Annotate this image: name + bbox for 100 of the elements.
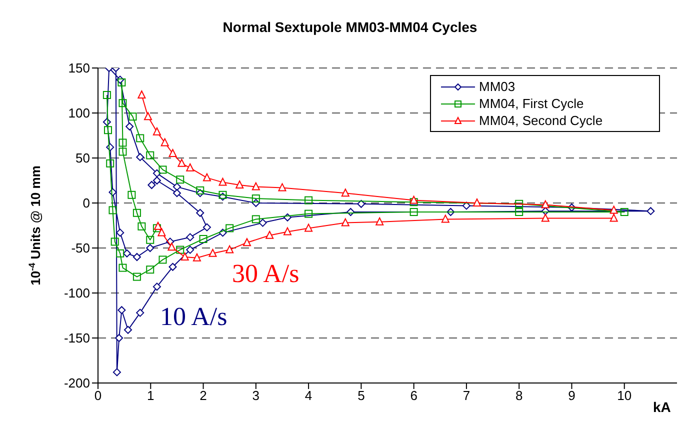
point [278, 183, 286, 192]
point [136, 153, 144, 162]
point [148, 181, 156, 189]
point [199, 235, 208, 243]
point [118, 306, 126, 314]
point [341, 188, 350, 197]
point [620, 208, 628, 216]
point [168, 242, 176, 251]
legend-label: MM04, First Cycle [479, 95, 584, 112]
text: kA [653, 399, 671, 415]
point [180, 252, 189, 260]
point [178, 158, 186, 167]
point [146, 236, 154, 244]
y-tick-label: -100 [64, 286, 90, 301]
point [126, 122, 134, 130]
point [128, 112, 137, 121]
point [118, 264, 127, 272]
point [152, 127, 161, 136]
point [152, 176, 161, 184]
point [304, 196, 313, 204]
x-tick-label: 10 [617, 388, 632, 404]
point [186, 246, 194, 254]
point [104, 126, 112, 134]
y-tick-label: -200 [64, 376, 90, 391]
point [132, 253, 141, 261]
point [341, 218, 350, 226]
point [226, 245, 234, 254]
point [218, 178, 227, 186]
point [136, 134, 144, 142]
point [116, 228, 124, 237]
point [283, 227, 292, 236]
point [252, 215, 260, 224]
point [208, 248, 217, 257]
point [202, 223, 211, 232]
point [410, 196, 418, 204]
chart-title: Normal Sextupole MM03-MM04 Cycles [222, 19, 478, 35]
point [146, 244, 154, 252]
point [357, 200, 366, 208]
point [138, 90, 146, 98]
point [118, 99, 127, 108]
annotation: 30 A/s [232, 259, 300, 288]
x-tick-label: 4 [304, 388, 312, 404]
point [112, 368, 121, 376]
point [152, 224, 161, 232]
point [102, 91, 111, 99]
y-tick-label: -50 [71, 240, 90, 256]
x-tick-label: 1 [147, 388, 154, 404]
point [176, 176, 184, 184]
point [515, 208, 524, 216]
point [304, 224, 313, 232]
point [610, 214, 618, 222]
y-tick-label: 150 [68, 60, 90, 76]
point [118, 78, 126, 86]
x-tick-label: 8 [515, 388, 523, 404]
point [172, 182, 181, 191]
point [410, 208, 418, 216]
point [138, 222, 146, 230]
x-tick-label: 9 [568, 388, 576, 404]
x-tick-label: 5 [358, 388, 365, 404]
point [172, 189, 181, 198]
point [122, 249, 131, 258]
legend-label: MM04, Second Cycle [479, 112, 603, 129]
point [160, 138, 169, 146]
annotation: 10 A/s [160, 302, 228, 331]
point [118, 148, 127, 156]
point [132, 208, 141, 217]
point [252, 182, 260, 190]
y-tick-label: -150 [64, 330, 90, 346]
point [154, 222, 162, 230]
point [410, 198, 418, 206]
point [252, 194, 260, 202]
point [472, 198, 481, 206]
point [610, 206, 618, 214]
point [242, 238, 251, 246]
point [168, 149, 177, 157]
point [441, 214, 450, 223]
y-tick-label: 50 [76, 150, 90, 166]
point [106, 159, 114, 168]
x-tick-label: 6 [410, 388, 418, 404]
point [541, 214, 550, 222]
point [136, 308, 144, 317]
point [196, 208, 204, 217]
legend-label: MM03 [479, 78, 516, 95]
point [202, 173, 211, 182]
point [196, 186, 204, 194]
point [186, 163, 194, 172]
point [192, 253, 201, 262]
point [304, 210, 313, 218]
point [144, 112, 152, 120]
point [541, 200, 550, 208]
point [226, 224, 234, 232]
point [110, 238, 119, 246]
point [158, 166, 167, 174]
point [132, 272, 141, 281]
point [146, 266, 154, 274]
x-tick-label: 3 [252, 388, 260, 404]
point [128, 190, 136, 199]
point [146, 151, 154, 160]
point [158, 228, 166, 236]
point [168, 262, 177, 271]
